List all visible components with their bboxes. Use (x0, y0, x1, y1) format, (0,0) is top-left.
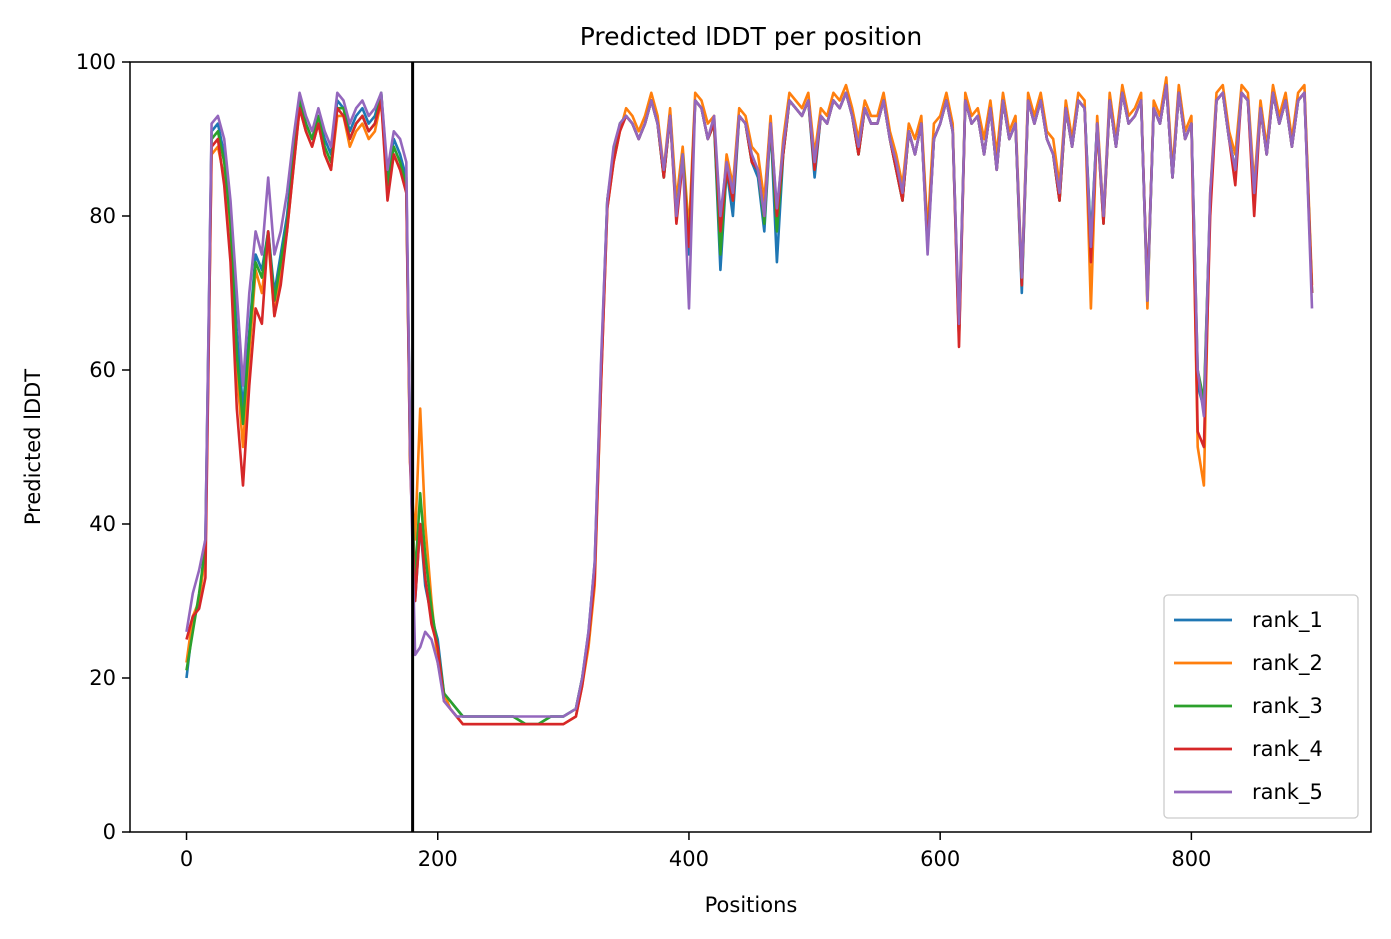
y-tick-label: 60 (89, 358, 116, 382)
y-tick-label: 20 (89, 666, 116, 690)
series-layer (185, 76, 1314, 726)
y-axis-label: Predicted lDDT (21, 369, 45, 525)
y-tick-label: 80 (89, 204, 116, 228)
x-tick-label: 800 (1171, 847, 1211, 871)
x-tick-label: 600 (920, 847, 960, 871)
plot-frame (129, 61, 1372, 833)
legend-label-rank_3: rank_3 (1252, 694, 1323, 719)
x-axis-label: Positions (705, 893, 798, 917)
x-axis-ticks: 0 200 400 600 800 (180, 832, 1211, 871)
x-tick-label: 200 (418, 847, 458, 871)
series-line-rank_5 (185, 83, 1314, 718)
y-tick-label: 0 (103, 820, 116, 844)
legend-label-rank_4: rank_4 (1252, 737, 1323, 762)
y-tick-label: 100 (76, 50, 116, 74)
x-tick-label: 400 (669, 847, 709, 871)
y-tick-label: 40 (89, 512, 116, 536)
legend-label-rank_5: rank_5 (1252, 780, 1323, 805)
legend-label-rank_1: rank_1 (1252, 608, 1323, 633)
legend-label-rank_2: rank_2 (1252, 651, 1323, 676)
y-axis-ticks: 0 20 40 60 80 100 (76, 50, 130, 844)
x-tick-label: 0 (180, 847, 193, 871)
legend: rank_1 rank_2 rank_3 rank_4 rank_5 (1163, 594, 1359, 819)
chart-title: Predicted lDDT per position (580, 22, 922, 51)
legend-box (1163, 594, 1359, 819)
